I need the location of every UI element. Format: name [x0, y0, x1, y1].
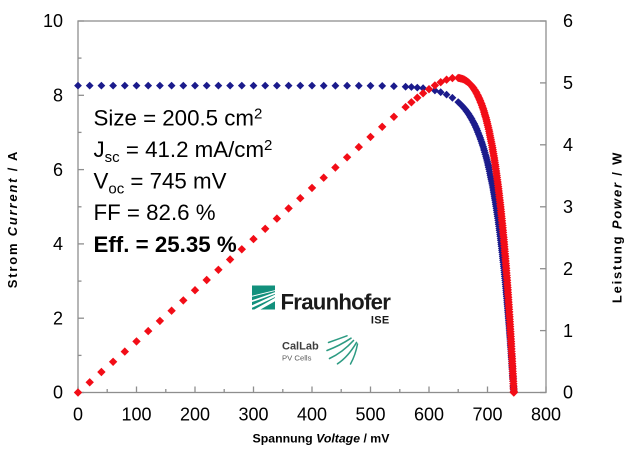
svg-text:400: 400 — [297, 405, 327, 425]
svg-text:5: 5 — [563, 73, 573, 93]
svg-text:Spannung Voltage / mV: Spannung Voltage / mV — [253, 432, 391, 446]
svg-text:10: 10 — [43, 11, 63, 31]
svg-text:2: 2 — [53, 308, 63, 328]
svg-text:700: 700 — [472, 405, 502, 425]
svg-text:2: 2 — [563, 259, 573, 279]
svg-text:Leistung Power / W: Leistung Power / W — [610, 151, 625, 303]
svg-text:Jsc = 41.2 mA/cm2: Jsc = 41.2 mA/cm2 — [94, 137, 273, 166]
svg-text:300: 300 — [238, 405, 268, 425]
svg-text:PV Cells: PV Cells — [282, 353, 312, 362]
svg-text:500: 500 — [355, 405, 385, 425]
svg-text:Fraunhofer: Fraunhofer — [281, 290, 392, 315]
svg-text:100: 100 — [121, 405, 151, 425]
svg-text:0: 0 — [53, 383, 63, 403]
svg-text:Eff. = 25.35 %: Eff. = 25.35 % — [94, 232, 237, 257]
svg-text:200: 200 — [180, 405, 210, 425]
svg-text:0: 0 — [563, 383, 573, 403]
svg-text:4: 4 — [563, 135, 573, 155]
svg-text:8: 8 — [53, 86, 63, 106]
svg-text:3: 3 — [563, 197, 573, 217]
svg-text:6: 6 — [563, 11, 573, 31]
svg-text:CalLab: CalLab — [282, 341, 319, 353]
svg-text:6: 6 — [53, 160, 63, 180]
svg-text:600: 600 — [414, 405, 444, 425]
svg-text:FF = 82.6 %: FF = 82.6 % — [94, 200, 216, 225]
svg-text:Size = 200.5 cm2: Size = 200.5 cm2 — [94, 105, 263, 130]
svg-text:0: 0 — [73, 405, 83, 425]
svg-text:Strom Current / A: Strom Current / A — [5, 150, 20, 289]
svg-text:ISE: ISE — [371, 315, 390, 327]
svg-text:1: 1 — [563, 321, 573, 341]
svg-text:800: 800 — [531, 405, 561, 425]
svg-text:4: 4 — [53, 234, 63, 254]
